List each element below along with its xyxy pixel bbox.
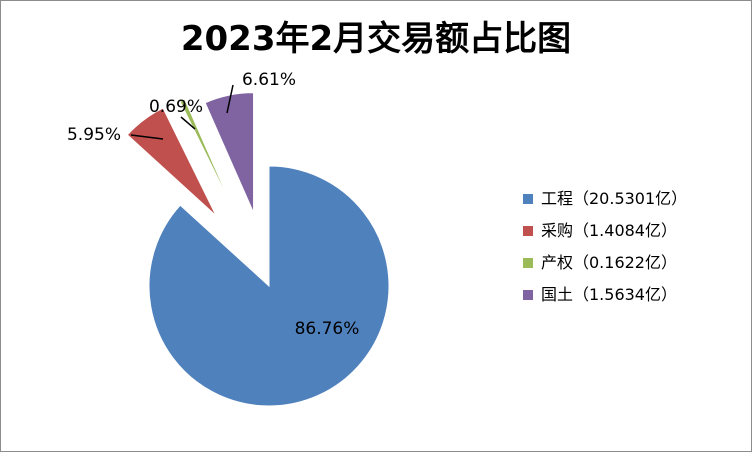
legend-label-3: 国土（1.5634亿） (541, 285, 677, 304)
data-label-1: 5.95% (67, 125, 121, 145)
chart-title: 2023年2月交易额占比图 (180, 19, 572, 59)
legend-swatch-2 (523, 258, 533, 268)
leader-line-3 (226, 84, 234, 114)
legend-swatch-1 (523, 226, 533, 236)
legend-label-1: 采购（1.4084亿） (541, 221, 677, 240)
leader-line-2 (180, 116, 196, 130)
legend-swatch-0 (523, 194, 533, 204)
data-label-0: 86.76% (295, 319, 360, 339)
legend-item-1: 采购（1.4084亿） (523, 221, 677, 240)
legend-item-0: 工程（20.5301亿） (523, 189, 687, 208)
data-label-2: 0.69% (149, 97, 203, 117)
legend-item-2: 产权（0.1622亿） (523, 253, 677, 272)
pie-slice-1 (126, 107, 217, 217)
leader-line-1 (130, 134, 164, 140)
legend-swatch-3 (523, 290, 533, 300)
legend-item-3: 国土（1.5634亿） (523, 285, 677, 304)
legend-label-2: 产权（0.1622亿） (541, 253, 677, 272)
pie-slice-3 (204, 92, 255, 213)
data-label-3: 6.61% (242, 70, 296, 90)
pie-slice-0 (148, 165, 390, 407)
legend-label-0: 工程（20.5301亿） (541, 189, 687, 208)
